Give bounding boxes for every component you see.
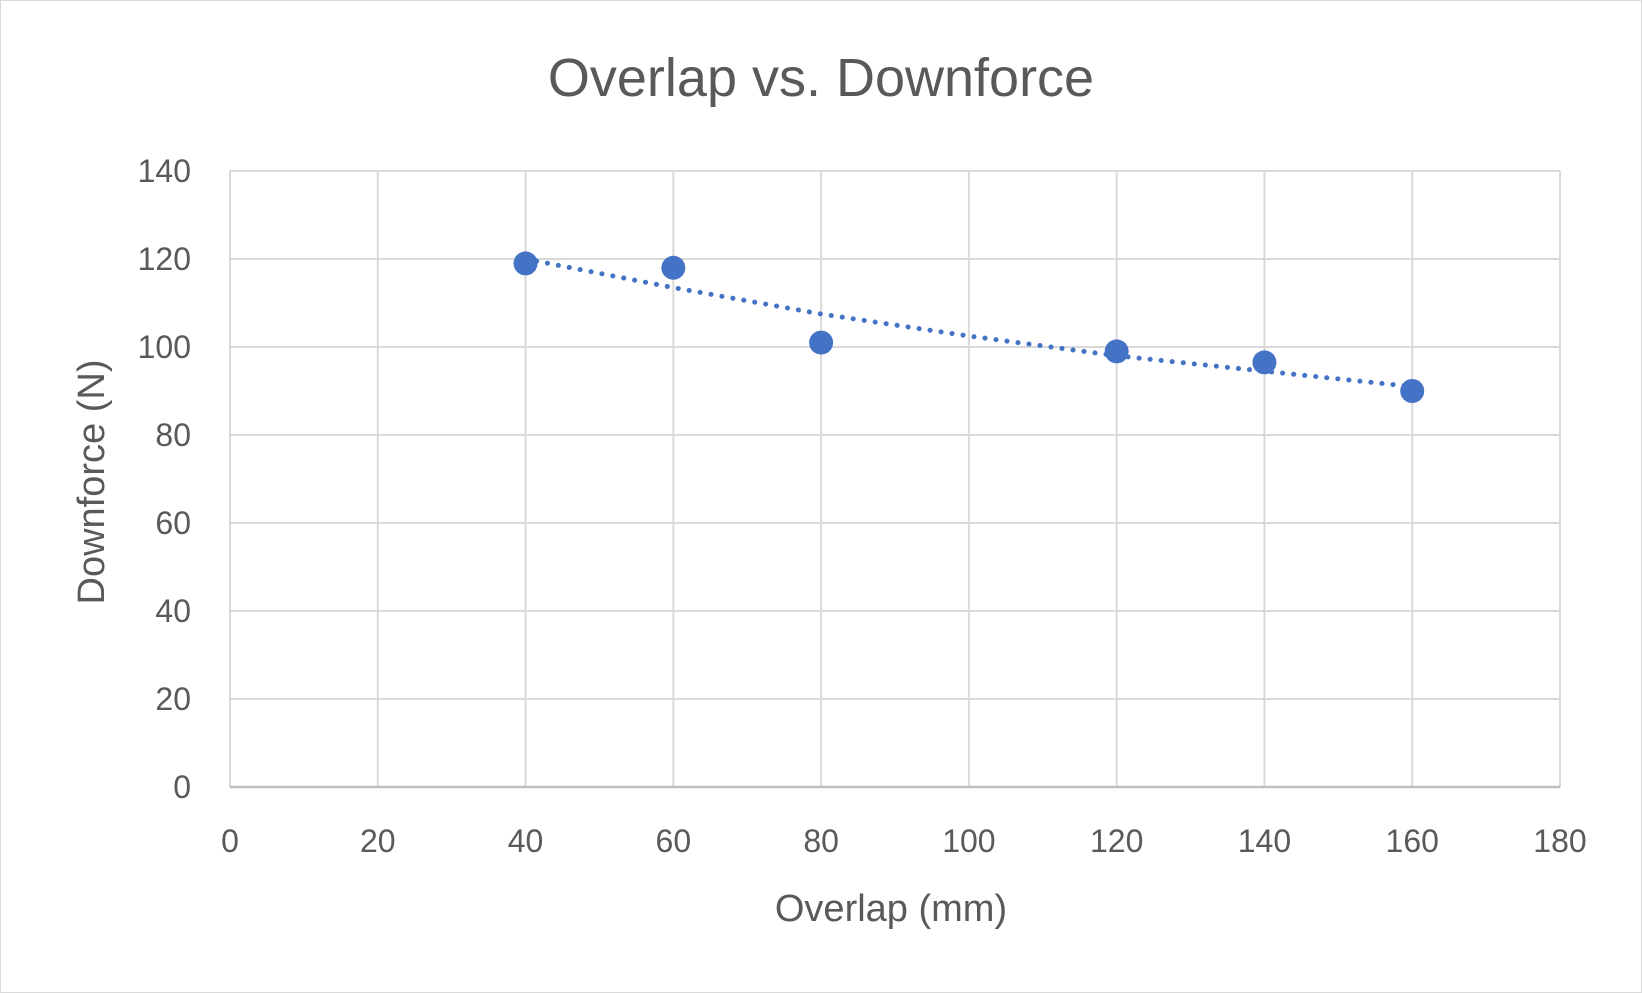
data-point-80 — [809, 330, 834, 355]
x-tick-label-160: 160 — [1386, 823, 1439, 859]
data-point-40 — [513, 251, 538, 276]
y-tick-label-140: 140 — [138, 153, 191, 189]
gridlines — [229, 170, 1561, 787]
y-tick-label-100: 100 — [138, 329, 191, 365]
data-points — [513, 251, 1425, 403]
tick-labels: 0 20 40 60 80 100 120 140 0 20 40 60 80 100 120 140 160 1… — [138, 153, 1587, 859]
y-tick-label-60: 60 — [155, 505, 191, 541]
x-tick-label-40: 40 — [508, 823, 544, 859]
x-tick-label-100: 100 — [942, 823, 995, 859]
x-tick-label-120: 120 — [1090, 823, 1143, 859]
x-tick-label-140: 140 — [1238, 823, 1291, 859]
x-tick-label-20: 20 — [360, 823, 396, 859]
y-tick-label-120: 120 — [138, 241, 191, 277]
chart-title: Overlap vs. Downforce — [548, 48, 1094, 108]
data-point-60 — [661, 255, 686, 280]
x-tick-label-80: 80 — [803, 823, 839, 859]
y-tick-label-0: 0 — [173, 769, 191, 805]
data-point-120 — [1104, 339, 1129, 364]
y-tick-label-20: 20 — [155, 681, 191, 717]
y-tick-label-40: 40 — [155, 593, 191, 629]
x-tick-label-0: 0 — [221, 823, 239, 859]
x-axis-label: Overlap (mm) — [775, 888, 1007, 930]
y-tick-label-80: 80 — [155, 417, 191, 453]
y-axis-label: Downforce (N) — [71, 360, 113, 605]
data-point-160 — [1400, 379, 1425, 403]
x-tick-label-60: 60 — [656, 823, 692, 859]
data-point-140 — [1252, 350, 1277, 375]
x-tick-label-180: 180 — [1533, 823, 1586, 859]
